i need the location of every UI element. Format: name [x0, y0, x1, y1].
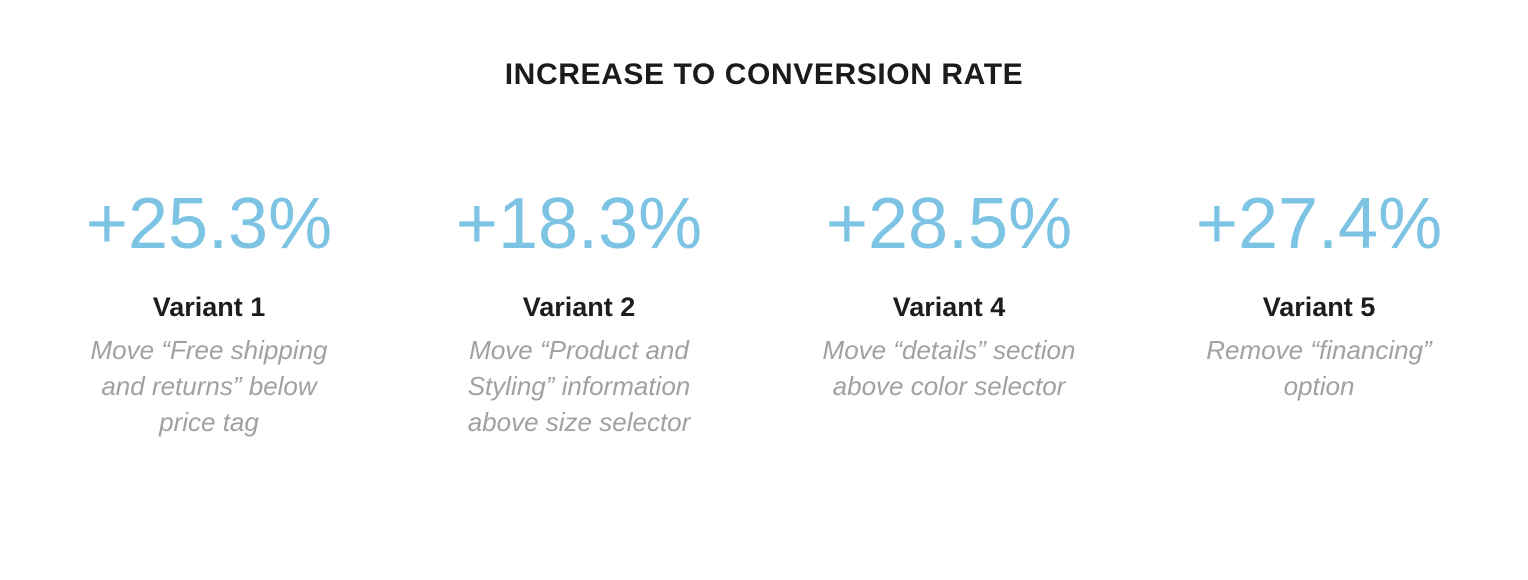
metric-value: +27.4%	[1195, 184, 1443, 264]
variant-label: Variant 2	[522, 292, 636, 322]
variant-label: Variant 1	[152, 292, 266, 322]
metric-value: +28.5%	[825, 184, 1073, 264]
variant-label: Variant 4	[892, 292, 1006, 322]
variant-description: Move “Product and Styling” information a…	[467, 335, 691, 437]
metric-card-variant-1: +25.3% Variant 1 Move “Free shipping and…	[24, 188, 394, 441]
page-title: INCREASE TO CONVERSION RATE	[504, 58, 1024, 91]
metric-value: +25.3%	[85, 184, 333, 264]
variant-description: Move “details” section above color selec…	[822, 335, 1076, 401]
metric-card-variant-2: +18.3% Variant 2 Move “Product and Styli…	[394, 188, 764, 441]
metric-value: +18.3%	[455, 184, 703, 264]
metrics-grid: +25.3% Variant 1 Move “Free shipping and…	[0, 188, 1528, 441]
variant-label: Variant 5	[1262, 292, 1376, 322]
variant-description: Remove “financing” option	[1206, 335, 1432, 401]
metric-card-variant-4: +28.5% Variant 4 Move “details” section …	[764, 188, 1134, 441]
metric-card-variant-5: +27.4% Variant 5 Remove “financing” opti…	[1134, 188, 1504, 441]
variant-description: Move “Free shipping and returns” below p…	[90, 335, 328, 437]
